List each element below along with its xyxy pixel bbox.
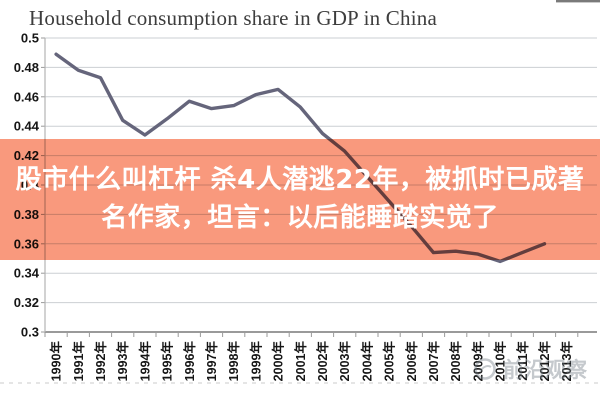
y-tick-label: 0.46 (14, 89, 39, 104)
y-tick-label: 0.32 (14, 295, 39, 310)
x-tick-label: 2005年 (382, 341, 397, 382)
headline-overlay-text: 股市什么叫杠杆 杀4人潜逃22年，被抓时已成著 名作家，坦言：以后能睡踏实觉了 (0, 139, 600, 260)
x-tick-label: 2010年 (493, 341, 508, 382)
x-tick-label: 2001年 (293, 341, 308, 382)
page-title: Household consumption share in GDP in Ch… (29, 6, 437, 30)
x-tick-label: 1996年 (182, 341, 197, 382)
x-tick-label: 2011年 (515, 341, 530, 381)
top-right-edge-artifact (556, 0, 600, 3)
y-tick-label: 0.3 (21, 325, 39, 340)
y-tick-label: 0.34 (14, 266, 40, 281)
headline-overlay-band (0, 139, 600, 260)
x-tick-label: 2000年 (271, 341, 286, 382)
x-tick-label: 1992年 (93, 341, 108, 382)
x-tick-label: 2003年 (337, 341, 352, 382)
x-tick-label: 1990年 (49, 341, 64, 382)
headline-line-1: 股市什么叫杠杆 杀4人潜逃22年，被抓时已成著 (15, 165, 585, 196)
x-tick-label: 2006年 (404, 341, 419, 382)
x-tick-label: 2002年 (315, 341, 330, 382)
x-tick-label: 2007年 (426, 341, 441, 382)
x-axis-labels: 1990年 1991年 1992年 1993年 1994年 1995年 1996年 1997年… (49, 341, 575, 382)
y-tick-label: 0.5 (21, 31, 39, 46)
x-axis-ticks (44, 332, 579, 337)
x-tick-label: 2012年 (537, 341, 552, 382)
x-tick-label: 2004年 (359, 341, 374, 382)
watermark-logo-icon (474, 358, 496, 380)
x-tick-label: 1994年 (137, 341, 152, 382)
x-tick-label: 1997年 (204, 341, 219, 382)
watermark-text: 前沿观察 (503, 358, 587, 382)
y-tick-label: 0.48 (14, 60, 39, 75)
x-tick-label: 1999年 (248, 341, 263, 382)
watermark: 前沿观察 (472, 354, 587, 384)
headline-line-2: 名作家，坦言：以后能睡踏实觉了 (101, 203, 499, 233)
x-tick-label: 1993年 (115, 341, 130, 382)
x-tick-label: 2013年 (559, 341, 574, 382)
x-tick-label: 1995年 (160, 341, 175, 382)
x-tick-label: 2008年 (448, 341, 463, 382)
y-tick-label: 0.44 (14, 119, 40, 134)
x-tick-label: 1991年 (71, 341, 86, 382)
x-tick-label: 1998年 (226, 341, 241, 382)
x-tick-label: 2009年 (470, 341, 485, 382)
